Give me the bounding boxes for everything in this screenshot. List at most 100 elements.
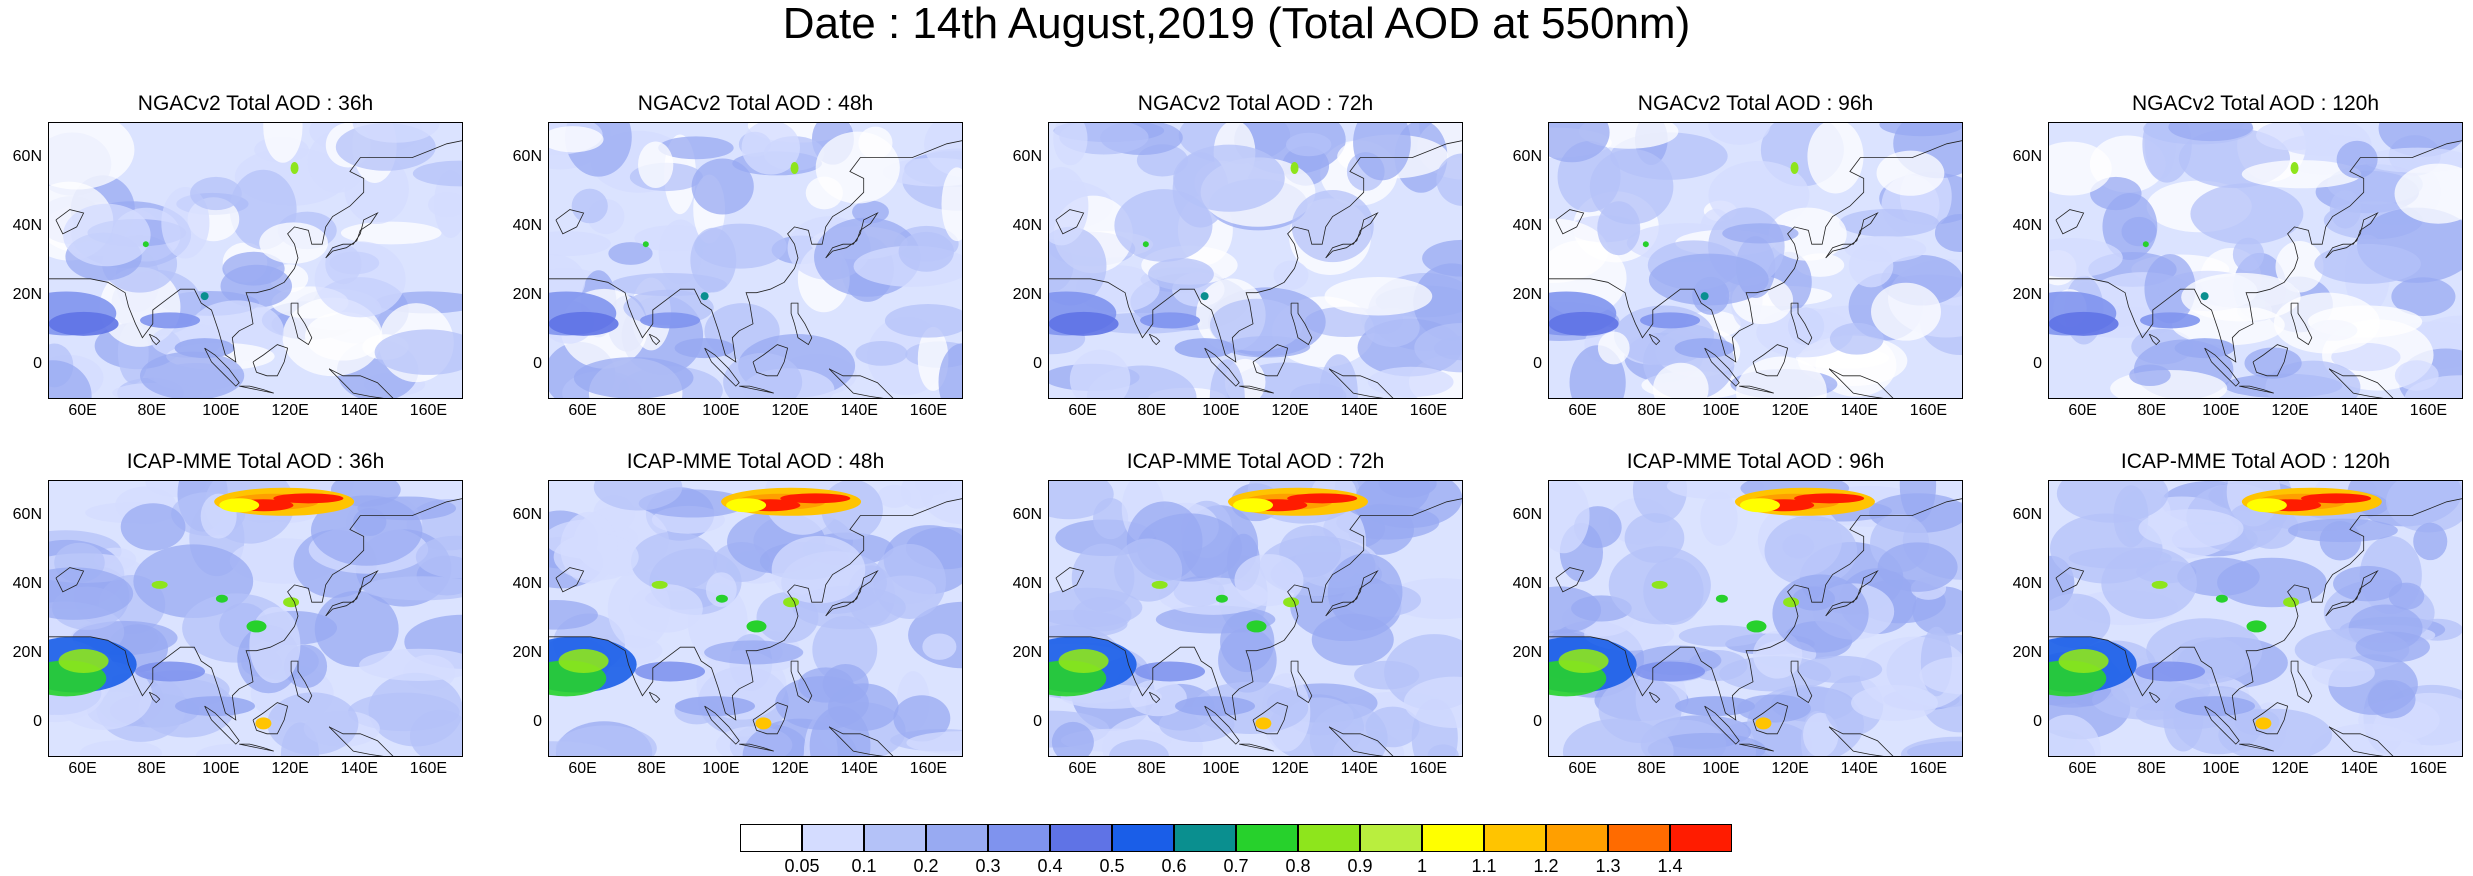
panel-title: NGACv2 Total AOD : 120h	[2131, 92, 2380, 115]
lon-tick-label: 120E	[1771, 402, 1809, 419]
lon-tick-label: 140E	[1340, 760, 1378, 777]
aod-blob	[1367, 366, 1454, 398]
aod-blob	[1049, 609, 1128, 639]
colorbar-swatch	[1174, 824, 1236, 852]
aod-blob	[593, 481, 683, 511]
coastline	[1055, 209, 1085, 235]
aod-blob	[2241, 160, 2362, 189]
aod-blob	[49, 567, 134, 620]
aod-field	[1549, 123, 1962, 398]
aod-blob	[79, 740, 163, 756]
colorbar-swatch	[1546, 824, 1608, 852]
lon-tick-label: 80E	[1137, 402, 1166, 419]
aod-blob	[2168, 123, 2253, 142]
lat-tick-label: 40N	[2012, 574, 2042, 592]
aod-hotspot	[715, 594, 728, 603]
aod-hotspot	[215, 594, 228, 603]
aod-plume	[1558, 649, 1609, 674]
aod-blob	[1900, 736, 1962, 756]
aod-blob	[1839, 208, 1940, 237]
aod-blob	[1648, 253, 1769, 306]
coastline	[1549, 140, 1962, 363]
aod-plume	[1175, 696, 1255, 717]
aod-blob	[120, 503, 186, 551]
aod-plume	[1640, 312, 1701, 329]
aod-smoke-plume	[219, 498, 260, 513]
coastline	[1239, 385, 1274, 394]
aod-blob	[352, 508, 387, 537]
coastline	[1828, 368, 1894, 398]
coastline	[49, 140, 462, 363]
aod-hotspot	[700, 292, 709, 301]
coastline	[1148, 691, 1161, 704]
map-panel: ICAP-MME Total AOD : 72h 60N 40N 20N 0 60E 80E…	[1013, 450, 1463, 777]
coastline	[549, 140, 962, 363]
coastline	[1328, 726, 1394, 756]
aod-blob	[2049, 237, 2123, 278]
panel-title: ICAP-MME Total AOD : 120h	[2120, 450, 2391, 473]
lon-tick-label: 160E	[2409, 760, 2448, 777]
aod-plume	[140, 312, 201, 329]
lon-tick-label: 140E	[1840, 760, 1878, 777]
coastline	[1239, 743, 1274, 752]
coastline	[752, 344, 789, 377]
lat-tick-label: 40N	[12, 574, 42, 592]
colorbar-tick-label: 1	[1416, 856, 1427, 876]
lat-tick-label: 60N	[12, 147, 42, 165]
aod-field	[1049, 123, 1462, 398]
aod-blob	[2336, 140, 2378, 179]
aod-blob	[1919, 656, 1962, 695]
aod-blob	[1549, 481, 1590, 554]
figure-title: Date : 14th August,2019 (Total AOD at 55…	[782, 0, 1691, 48]
lon-tick-label: 80E	[137, 402, 166, 419]
aod-blob	[941, 167, 962, 242]
aod-plume	[558, 649, 609, 674]
coastline	[1290, 660, 1313, 704]
panel-title: ICAP-MME Total AOD : 72h	[1126, 450, 1385, 473]
aod-blob	[1829, 322, 1884, 355]
colorbar-swatch	[926, 824, 988, 852]
aod-blob	[2232, 237, 2265, 272]
aod-blob	[1114, 189, 1213, 262]
lon-tick-label: 160E	[1909, 760, 1948, 777]
aod-hotspot	[142, 241, 149, 248]
coastline	[704, 705, 740, 745]
lat-tick-label: 20N	[1012, 286, 1042, 304]
lat-tick-label: 40N	[12, 216, 42, 234]
aod-blob	[2394, 360, 2439, 391]
aod-plume	[675, 696, 755, 717]
aod-blob	[1877, 542, 1958, 592]
aod-blob	[704, 640, 804, 665]
panel-title: ICAP-MME Total AOD : 48h	[626, 450, 885, 473]
coastline	[1752, 344, 1789, 377]
coastline	[2204, 705, 2240, 745]
aod-smoke-plume	[273, 493, 344, 504]
aod-plume	[1635, 661, 1706, 682]
lat-tick-label: 40N	[512, 574, 542, 592]
aod-blob	[852, 200, 889, 224]
lon-tick-label: 160E	[409, 402, 448, 419]
coastline	[2055, 209, 2085, 235]
aod-hotspot	[255, 717, 272, 730]
coastline	[148, 691, 161, 704]
aod-plume	[49, 311, 119, 336]
aod-hotspot	[1755, 717, 1772, 730]
aod-blob	[304, 311, 382, 361]
lon-tick-label: 80E	[1637, 402, 1666, 419]
coastline	[825, 569, 879, 617]
map-panel: NGACv2 Total AOD : 72h 60N 40N 20N 0 60E 80E 10…	[1013, 92, 1463, 419]
lon-tick-label: 120E	[1271, 402, 1309, 419]
aod-blob	[1324, 276, 1433, 316]
aod-blob	[1319, 354, 1358, 398]
lat-tick-label: 60N	[1012, 147, 1042, 165]
aod-map	[1048, 480, 1463, 757]
lon-tick-label: 120E	[2271, 402, 2309, 419]
coastline	[1555, 567, 1585, 593]
aod-blob	[571, 188, 608, 224]
aod-plume	[640, 312, 701, 329]
aod-blob	[1414, 323, 1462, 373]
aod-blob	[2273, 292, 2380, 354]
aod-blob	[2413, 522, 2448, 561]
aod-blob	[2113, 485, 2149, 548]
lat-tick-label: 60N	[2012, 147, 2042, 165]
